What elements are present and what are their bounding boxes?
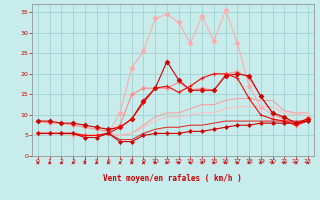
X-axis label: Vent moyen/en rafales ( km/h ): Vent moyen/en rafales ( km/h ): [103, 174, 242, 183]
